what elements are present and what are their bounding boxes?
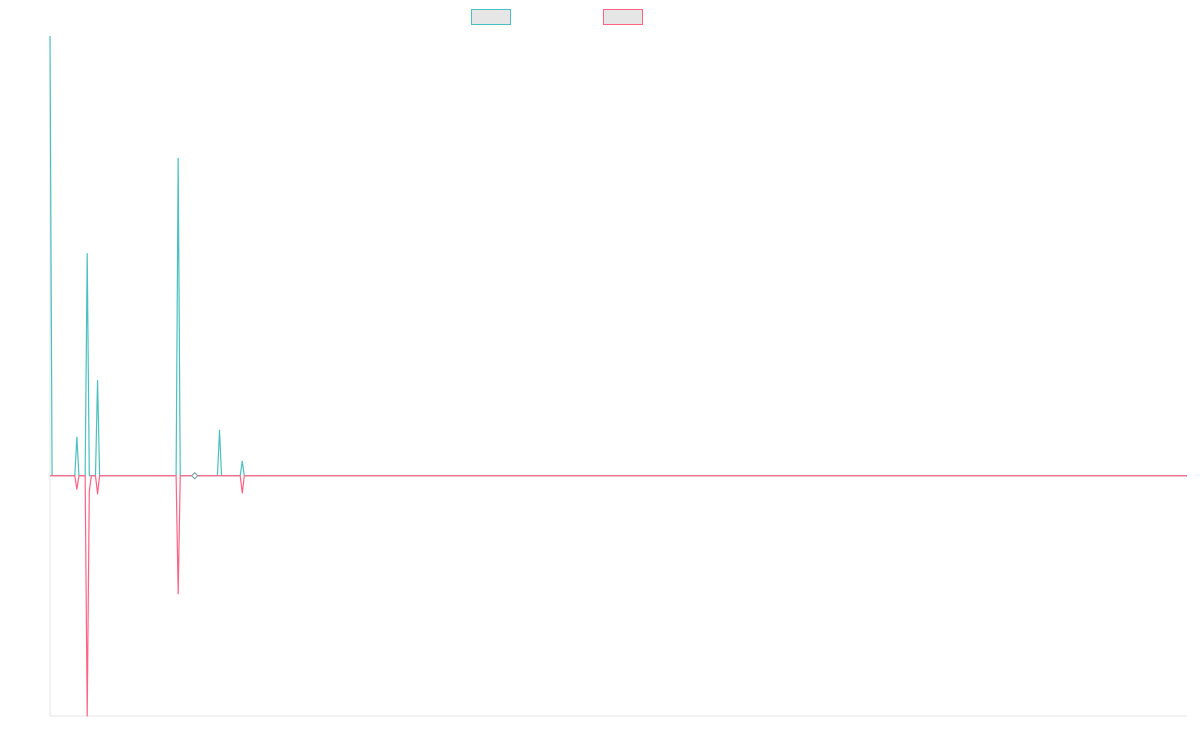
marker-layer — [191, 472, 199, 480]
series-line-2 — [50, 475, 1187, 717]
legend-swatch-series-2 — [603, 9, 643, 25]
legend-item-series-2[interactable] — [603, 9, 655, 26]
legend-item-series-1[interactable] — [471, 9, 523, 26]
series-line-1 — [49, 35, 1187, 477]
series-layer — [49, 35, 1187, 717]
data-point-marker-1 — [191, 472, 199, 480]
legend-swatch-series-1 — [471, 9, 511, 25]
axes-layer — [49, 36, 1187, 717]
chart-legend — [0, 8, 1200, 28]
